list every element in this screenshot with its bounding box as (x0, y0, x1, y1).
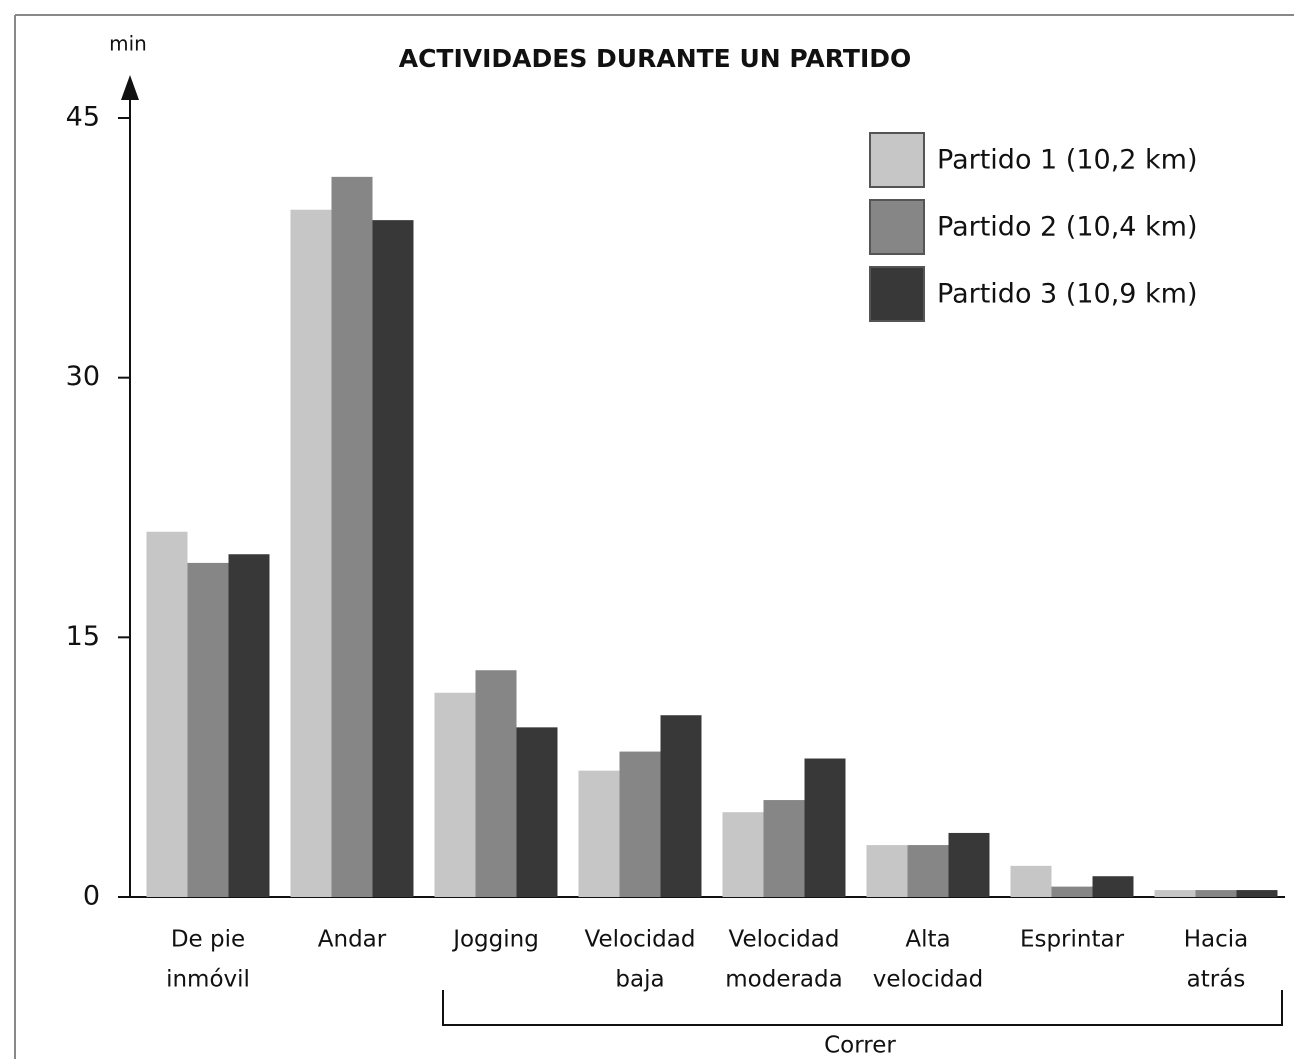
x-tick-label: atrás (1187, 967, 1246, 993)
legend-swatch (870, 267, 924, 321)
bar (291, 210, 332, 897)
bar (373, 220, 414, 897)
legend-label: Partido 3 (10,9 km) (937, 279, 1198, 310)
bar (949, 833, 990, 897)
x-tick-label: Hacia (1184, 927, 1249, 953)
bar (908, 845, 949, 897)
x-tick-label: baja (615, 967, 664, 993)
bar (1237, 890, 1278, 897)
y-axis-label: min (109, 32, 147, 56)
x-tick-label: Esprintar (1020, 927, 1125, 953)
bar (620, 752, 661, 897)
bar (476, 670, 517, 897)
bar (1052, 887, 1093, 897)
x-tick-label: Velocidad (585, 927, 696, 953)
bar (1155, 890, 1196, 897)
y-tick-label: 0 (83, 881, 100, 912)
y-tick-label: 30 (66, 361, 100, 392)
x-tick-label: Andar (318, 927, 387, 953)
x-tick-label: Alta (905, 927, 950, 953)
x-tick-label: velocidad (873, 967, 984, 993)
bar (1196, 890, 1237, 897)
bar (579, 771, 620, 897)
chart: ACTIVIDADES DURANTE UN PARTIDO min Corre… (0, 0, 1294, 1059)
bar (1093, 876, 1134, 897)
bar (723, 812, 764, 897)
bar (435, 693, 476, 897)
bar (517, 727, 558, 897)
x-tick-label: inmóvil (166, 967, 250, 993)
bar (1011, 866, 1052, 897)
correr-bracket (443, 990, 1282, 1025)
bar (229, 554, 270, 897)
legend-swatch (870, 133, 924, 187)
x-tick-label: Jogging (451, 927, 539, 953)
y-tick-label: 45 (66, 102, 100, 133)
bar (764, 800, 805, 897)
legend-label: Partido 2 (10,4 km) (937, 212, 1198, 243)
y-axis-arrow (121, 75, 139, 100)
bar (805, 759, 846, 897)
chart-title: ACTIVIDADES DURANTE UN PARTIDO (399, 44, 912, 73)
x-tick-label: Velocidad (729, 927, 840, 953)
x-tick-label: moderada (725, 967, 842, 993)
bar (188, 563, 229, 897)
annotation: Correr (824, 1033, 896, 1059)
legend-swatch (870, 200, 924, 254)
bar (147, 532, 188, 897)
bar (661, 715, 702, 897)
y-tick-label: 15 (66, 621, 100, 652)
x-tick-label: De pie (171, 927, 245, 953)
bar (867, 845, 908, 897)
legend-label: Partido 1 (10,2 km) (937, 145, 1198, 176)
bar (332, 177, 373, 897)
